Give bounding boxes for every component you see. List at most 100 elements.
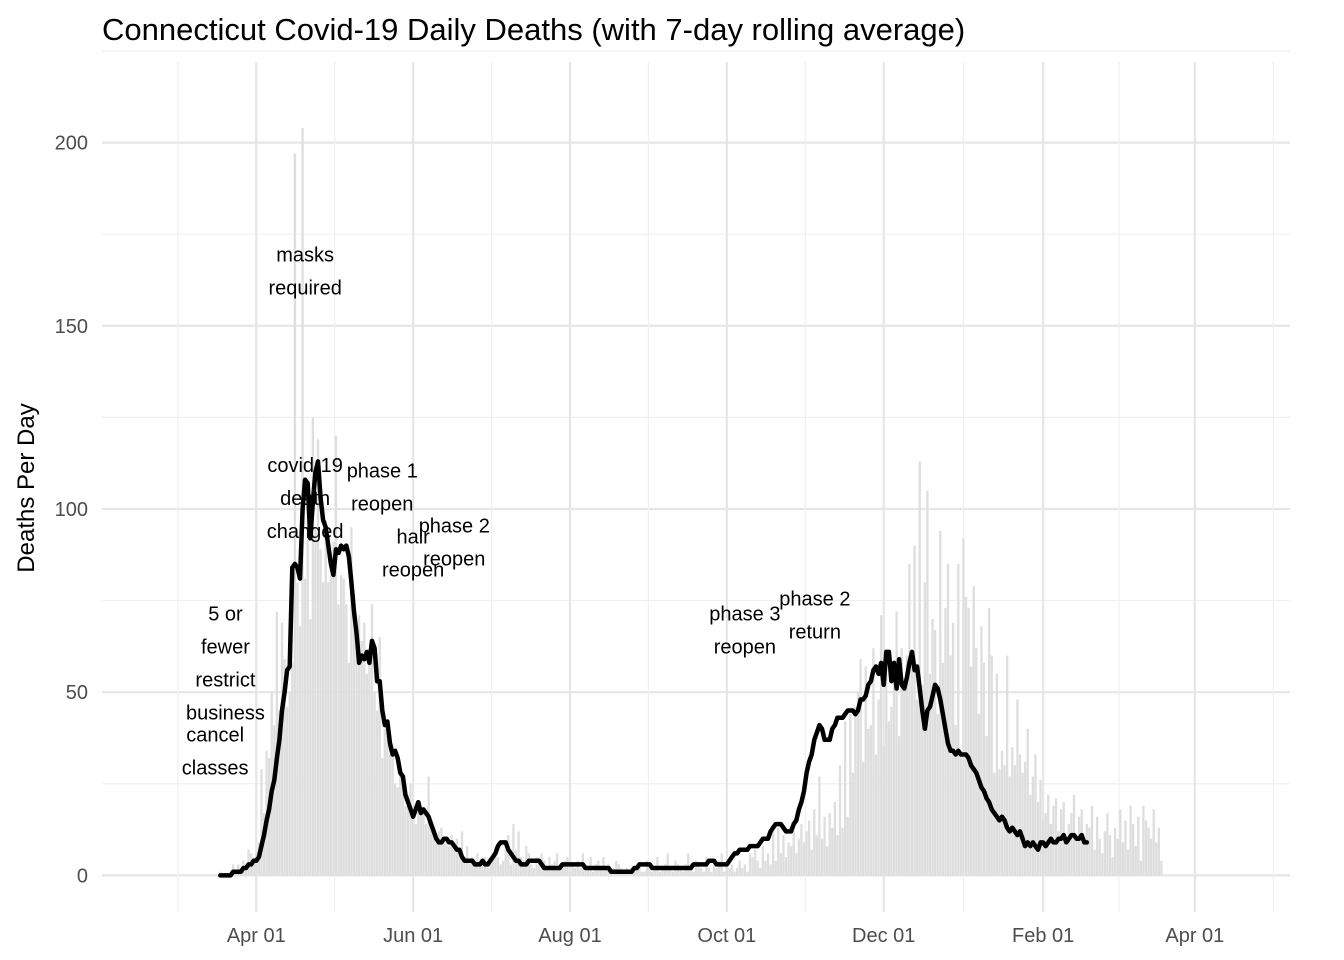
- daily-deaths-bar: [967, 607, 970, 876]
- daily-deaths-bar: [507, 835, 510, 876]
- event-annotation-line: death: [280, 488, 330, 510]
- rolling-average-line: [218, 459, 1090, 878]
- daily-deaths-bar: [846, 816, 849, 876]
- daily-deaths-bar: [841, 827, 844, 876]
- daily-deaths-bar: [728, 868, 731, 876]
- daily-deaths-bar: [445, 838, 448, 876]
- daily-deaths-bar: [661, 868, 664, 876]
- daily-deaths-bar: [1065, 846, 1068, 876]
- daily-deaths-bar: [1031, 776, 1035, 876]
- daily-deaths-bar: [1029, 794, 1032, 876]
- daily-deaths-bar: [1018, 754, 1022, 876]
- daily-deaths-bar: [447, 846, 451, 876]
- daily-deaths-bar: [532, 868, 536, 876]
- daily-deaths-bar: [959, 754, 963, 876]
- daily-deaths-bar: [1124, 820, 1127, 876]
- daily-deaths-bar: [975, 648, 978, 876]
- daily-deaths-bar: [779, 853, 783, 876]
- daily-deaths-bar: [419, 805, 423, 876]
- daily-deaths-bar: [293, 153, 297, 876]
- daily-deaths-bar: [805, 831, 808, 876]
- daily-deaths-bar: [491, 853, 495, 876]
- daily-deaths-bar: [1047, 794, 1050, 876]
- daily-deaths-bar: [481, 860, 484, 876]
- daily-deaths-bar: [298, 626, 302, 876]
- daily-deaths-bar: [671, 871, 675, 876]
- daily-deaths-bar: [496, 857, 500, 876]
- daily-deaths-bar: [1119, 809, 1122, 876]
- y-axis-label: Deaths Per Day: [13, 403, 40, 572]
- annotations-layer: cancel classes 5 or fewer restrict business co…: [182, 244, 851, 779]
- daily-deaths-bar: [1108, 835, 1112, 876]
- daily-deaths-bar: [926, 490, 929, 876]
- daily-deaths-bar: [1059, 809, 1063, 876]
- daily-deaths-bar: [861, 761, 865, 876]
- daily-deaths-bar: [921, 684, 924, 876]
- daily-deaths-bar: [1134, 846, 1137, 876]
- daily-deaths-bar: [725, 864, 729, 876]
- daily-deaths-bar: [941, 662, 945, 876]
- daily-deaths-bar: [833, 802, 837, 876]
- daily-deaths-bar: [1101, 853, 1104, 876]
- daily-deaths-bar: [463, 857, 466, 876]
- event-annotation-line: phase 3: [709, 603, 780, 625]
- daily-deaths-bar: [283, 659, 286, 876]
- daily-deaths-bar: [1023, 761, 1027, 876]
- daily-deaths-bar: [723, 871, 726, 876]
- daily-deaths-bar: [689, 868, 693, 876]
- daily-deaths-bar: [252, 857, 255, 876]
- daily-deaths-bar: [910, 666, 914, 876]
- daily-deaths-bar: [327, 582, 330, 876]
- daily-deaths-bar: [388, 754, 392, 876]
- daily-deaths-bar: [1113, 827, 1117, 876]
- daily-deaths-bar: [931, 618, 934, 876]
- daily-deaths-bar: [1034, 754, 1037, 876]
- daily-deaths-bar: [761, 846, 765, 876]
- y-tick-label: 200: [55, 133, 88, 155]
- daily-deaths-bar: [903, 688, 906, 876]
- daily-deaths-bar: [954, 725, 957, 876]
- daily-deaths-bar: [509, 864, 513, 876]
- daily-deaths-bars: [219, 127, 1163, 876]
- daily-deaths-bar: [777, 827, 780, 876]
- daily-deaths-bar: [838, 765, 842, 876]
- daily-deaths-bar: [1016, 699, 1019, 876]
- daily-deaths-bar: [311, 417, 315, 876]
- daily-deaths-bar: [545, 868, 549, 876]
- daily-deaths-bar: [1144, 820, 1148, 876]
- daily-deaths-bar: [347, 662, 351, 876]
- daily-deaths-bar: [825, 846, 829, 876]
- daily-deaths-bar: [571, 864, 574, 876]
- daily-deaths-bar: [393, 783, 397, 876]
- daily-deaths-bar: [990, 655, 993, 876]
- daily-deaths-bar: [255, 853, 258, 876]
- daily-deaths-bar: [424, 824, 428, 876]
- daily-deaths-bar: [455, 838, 459, 876]
- daily-deaths-bar: [522, 860, 525, 876]
- daily-deaths-bar: [764, 860, 767, 876]
- event-annotation-line: required: [268, 277, 341, 299]
- daily-deaths-bar: [429, 827, 433, 876]
- daily-deaths-bar: [985, 736, 988, 876]
- daily-deaths-bar: [982, 662, 986, 876]
- event-annotation: phase 2 reopen: [419, 515, 490, 570]
- daily-deaths-bar: [435, 842, 438, 876]
- event-annotation-line: phase 1: [347, 461, 418, 483]
- daily-deaths-bar: [306, 494, 309, 876]
- daily-deaths-bar: [391, 743, 394, 876]
- daily-deaths-bar: [494, 846, 497, 876]
- daily-deaths-bar: [291, 662, 294, 876]
- daily-deaths-bar: [386, 725, 389, 876]
- daily-deaths-bar: [918, 461, 921, 876]
- event-annotation: phase 3 reopen: [709, 603, 780, 658]
- daily-deaths-bar: [1070, 813, 1073, 876]
- daily-deaths-bar: [260, 769, 263, 876]
- daily-deaths-bar: [561, 864, 564, 876]
- daily-deaths-bar: [702, 871, 705, 876]
- daily-deaths-bar: [332, 541, 335, 876]
- event-annotation: 5 or fewer restrict business: [186, 603, 265, 724]
- daily-deaths-bar: [962, 538, 965, 876]
- daily-deaths-bar: [360, 640, 363, 876]
- daily-deaths-bar: [977, 714, 981, 876]
- daily-deaths-bar: [517, 831, 520, 876]
